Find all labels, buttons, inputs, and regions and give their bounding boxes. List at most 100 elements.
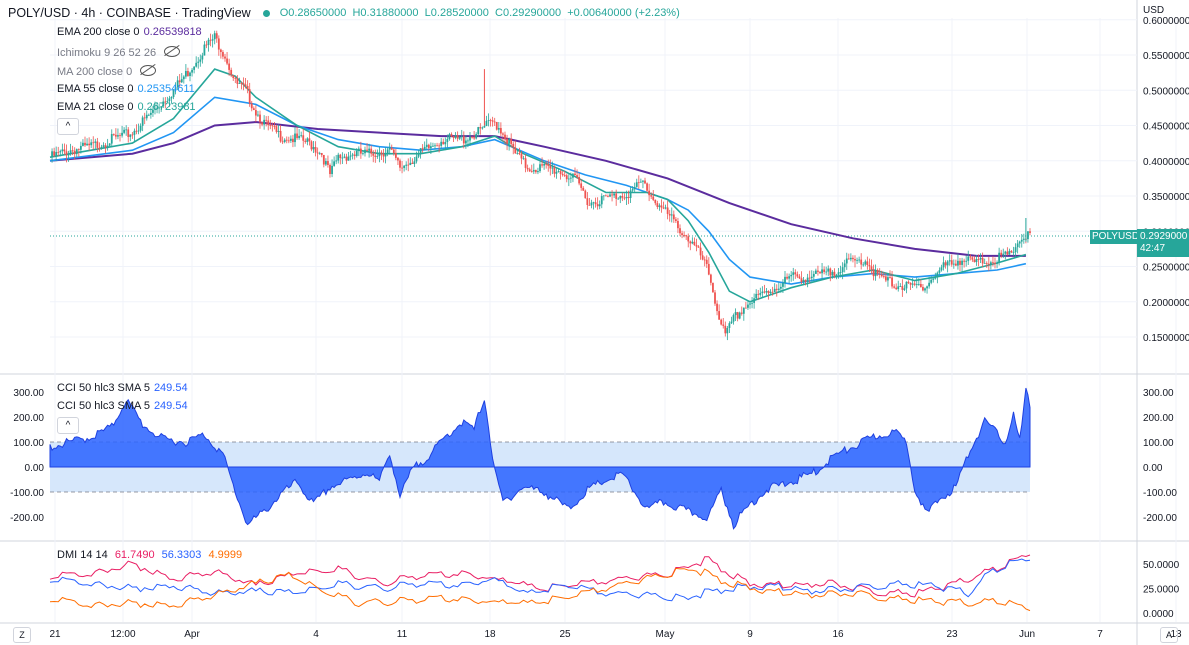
candle-body bbox=[51, 151, 53, 158]
candle-body bbox=[110, 134, 113, 144]
candle-body bbox=[847, 258, 850, 260]
candle-body bbox=[300, 135, 303, 137]
legend-ichimoku[interactable]: Ichimoku 9 26 52 26 bbox=[57, 45, 181, 59]
legend-ma200[interactable]: MA 200 close 0 bbox=[57, 64, 157, 78]
candle-body bbox=[168, 98, 171, 101]
candle-body bbox=[934, 276, 937, 279]
candle-body bbox=[716, 303, 718, 312]
candle-body bbox=[302, 135, 305, 141]
candle-body bbox=[693, 241, 696, 246]
candle-body bbox=[473, 137, 476, 139]
candle-body bbox=[117, 135, 119, 137]
symbol-title[interactable]: POLY/USD · 4h · COINBASE · TradingView bbox=[8, 6, 251, 20]
candle-body bbox=[954, 263, 957, 266]
candle-body bbox=[364, 149, 366, 154]
legend-dmi[interactable]: DMI 14 14 61.7490 56.3303 4.9999 bbox=[57, 549, 243, 561]
candle-body bbox=[368, 148, 371, 151]
candle-body bbox=[722, 324, 725, 326]
candle-body bbox=[819, 271, 821, 274]
change-value: +0.00640000 (+2.23%) bbox=[567, 7, 680, 19]
dmi-di-line bbox=[49, 558, 1031, 602]
candle-body bbox=[578, 177, 581, 184]
candle-body bbox=[1029, 231, 1031, 233]
candle-body bbox=[324, 161, 327, 165]
candle-body bbox=[730, 321, 733, 324]
candle-body bbox=[440, 141, 443, 146]
candle-body bbox=[864, 261, 867, 265]
candle-body bbox=[287, 140, 290, 142]
candle-body bbox=[957, 260, 959, 266]
candle-body bbox=[792, 272, 795, 275]
candle-body bbox=[905, 281, 908, 289]
candle-body bbox=[160, 106, 163, 108]
candle-body bbox=[460, 136, 463, 138]
candle-body bbox=[567, 178, 570, 180]
time-axis[interactable]: 21 12:00 Apr 4 11 18 25 May 9 16 23 Jun 7 13 bbox=[49, 629, 1182, 640]
candle-body bbox=[709, 274, 712, 283]
candle-body bbox=[670, 214, 673, 216]
legend-cci-2[interactable]: CCI 50 hlc3 SMA 5 249.54 bbox=[57, 400, 188, 412]
candle-body bbox=[154, 108, 156, 110]
candle-body bbox=[518, 153, 521, 155]
candle-body bbox=[104, 145, 107, 148]
candle-body bbox=[106, 145, 109, 148]
candle-body bbox=[909, 282, 912, 285]
candle-body bbox=[843, 263, 846, 268]
candle-body bbox=[720, 319, 723, 325]
candle-body bbox=[178, 80, 181, 83]
candle-body bbox=[436, 145, 438, 147]
candle-body bbox=[421, 148, 424, 150]
candle-body bbox=[989, 262, 992, 265]
price-tick-label: 0.4500000 bbox=[1143, 122, 1189, 133]
collapse-legend-button[interactable]: ^ bbox=[57, 118, 79, 135]
candle-body bbox=[594, 202, 597, 205]
candle-body bbox=[211, 39, 214, 41]
candle-body bbox=[403, 165, 406, 168]
candle-body bbox=[65, 151, 68, 156]
candle-body bbox=[967, 256, 970, 261]
hidden-eye-icon[interactable] bbox=[140, 65, 157, 76]
candle-body bbox=[782, 283, 784, 287]
candle-body bbox=[784, 276, 786, 284]
candle-body bbox=[281, 141, 284, 143]
candle-body bbox=[658, 205, 661, 207]
time-tick-label: 21 bbox=[49, 629, 61, 640]
candle-body bbox=[969, 256, 972, 258]
candle-body bbox=[508, 138, 511, 144]
legend-cci-1[interactable]: CCI 50 hlc3 SMA 5 249.54 bbox=[57, 382, 188, 394]
candle-body bbox=[275, 126, 278, 132]
legend-ema21[interactable]: EMA 21 close 0 0.26723981 bbox=[57, 101, 196, 113]
candle-body bbox=[689, 241, 692, 244]
currency-label: USD bbox=[1143, 5, 1165, 16]
time-tick-label: 13 bbox=[1170, 629, 1182, 640]
time-tick-label: 16 bbox=[832, 629, 844, 640]
timezone-button[interactable]: Z bbox=[13, 627, 31, 643]
legend-ema200[interactable]: EMA 200 close 0 0.26539818 bbox=[57, 26, 202, 38]
candle-body bbox=[240, 83, 243, 84]
candle-body bbox=[411, 162, 414, 164]
candle-body bbox=[335, 160, 338, 162]
candle-body bbox=[401, 167, 403, 169]
candle-body bbox=[254, 110, 257, 116]
candle-body bbox=[761, 291, 764, 294]
dmi-tick-label: 50.0000 bbox=[1143, 560, 1180, 571]
candle-body bbox=[273, 125, 276, 127]
candle-body bbox=[263, 119, 266, 125]
auto-scale-button[interactable]: A bbox=[1160, 627, 1178, 643]
candle-body bbox=[598, 204, 601, 207]
candle-body bbox=[674, 219, 677, 222]
candle-body bbox=[283, 139, 286, 142]
time-tick-label: Apr bbox=[184, 629, 200, 640]
candle-body bbox=[222, 52, 224, 57]
candle-body bbox=[143, 117, 146, 119]
candle-body bbox=[992, 262, 994, 264]
candle-body bbox=[823, 269, 826, 272]
hidden-eye-icon[interactable] bbox=[164, 46, 181, 57]
legend-ema55[interactable]: EMA 55 close 0 0.25354611 bbox=[57, 83, 195, 95]
candle-body bbox=[660, 205, 663, 208]
candle-body bbox=[90, 142, 93, 146]
collapse-cci-button[interactable]: ^ bbox=[57, 417, 79, 434]
candle-body bbox=[757, 293, 760, 295]
candle-body bbox=[880, 274, 883, 277]
